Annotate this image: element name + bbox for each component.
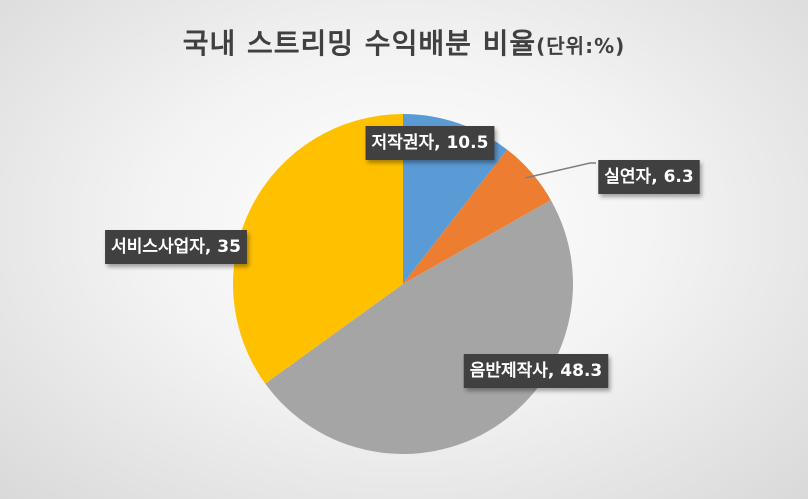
chart-title-unit: (단위:%) <box>536 34 626 58</box>
pie-slice-performer <box>403 149 551 284</box>
data-labels: 저작권자, 10.5 실연자, 6.3 음반제작사, 48.3 서비스사업자, 35 <box>105 126 700 388</box>
data-label-text: 서비스사업자, 35 <box>111 237 241 257</box>
data-label-text: 실연자, 6.3 <box>604 167 693 187</box>
pie-slice-service-provider <box>233 114 403 384</box>
data-label-text: 음반제작사, 48.3 <box>470 361 603 381</box>
pie-slices <box>233 114 573 454</box>
chart-title: 국내 스트리밍 수익배분 비율(단위:%) <box>0 22 808 62</box>
data-label-box <box>598 160 700 194</box>
leader-line-performer <box>525 162 596 179</box>
data-label-box <box>463 354 609 388</box>
data-label-copyright-holder: 저작권자, 10.5 <box>365 126 495 160</box>
data-label-text: 저작권자, 10.5 <box>372 133 489 153</box>
pie-slice-record-label <box>265 200 573 454</box>
chart-title-main: 국내 스트리밍 수익배분 비율 <box>182 27 537 60</box>
data-label-performer: 실연자, 6.3 <box>598 160 700 194</box>
data-label-box <box>105 230 247 264</box>
data-label-service-provider: 서비스사업자, 35 <box>105 230 247 264</box>
data-label-box <box>365 126 495 160</box>
data-label-record-label: 음반제작사, 48.3 <box>463 354 609 388</box>
